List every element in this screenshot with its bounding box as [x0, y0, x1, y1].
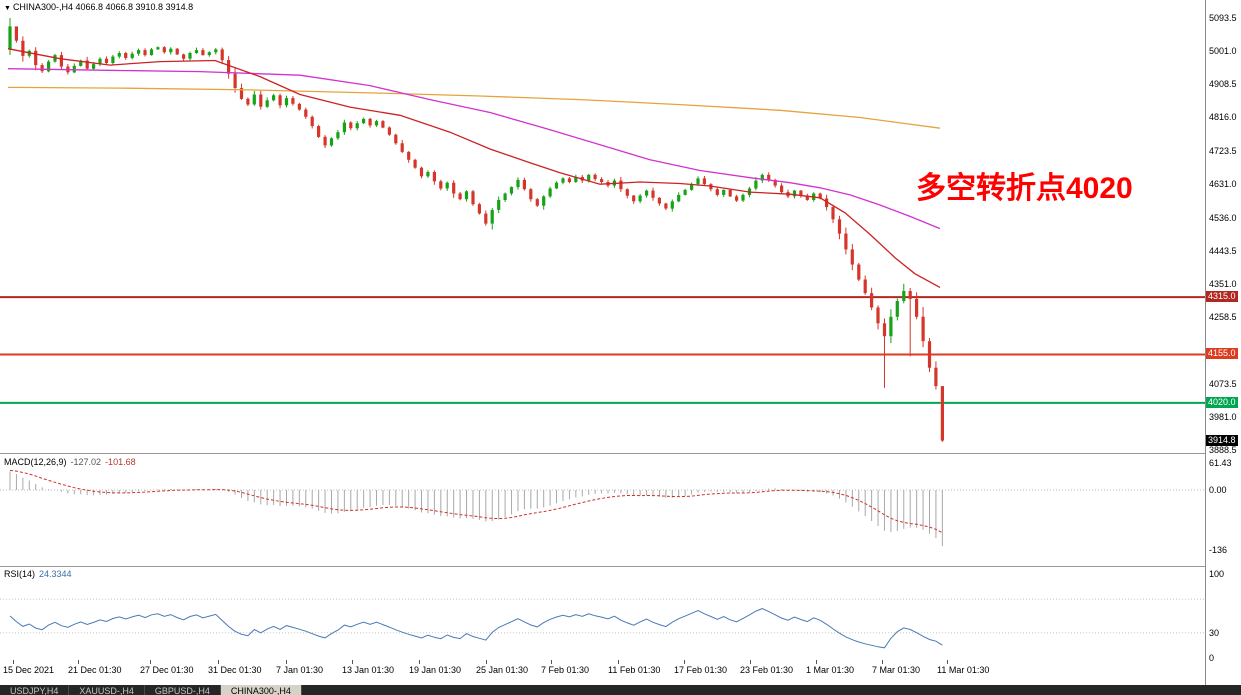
- price-axis-label: 4073.5: [1209, 378, 1237, 389]
- time-axis[interactable]: 15 Dec 2021 21 Dec 01:30 27 Dec 01:30 31 De…: [0, 660, 1241, 685]
- chart-title: CHINA300-,H4: [12, 2, 73, 12]
- time-tick: [78, 660, 79, 664]
- chart-tab-usdjpy-h4[interactable]: USDJPY,H4: [0, 685, 70, 695]
- rsi-axis-label: 100: [1209, 569, 1225, 579]
- price-axis-label: 3888.5: [1209, 445, 1237, 455]
- time-tick: [419, 660, 420, 664]
- time-axis-label: 7 Mar 01:30: [872, 665, 921, 675]
- chart-header: ▼ CHINA300-,H4 4066.8 4066.8 3910.8 3914.…: [4, 2, 193, 12]
- price-axis-label: 4351.0: [1209, 279, 1237, 290]
- time-axis-label: 31 Dec 01:30: [208, 665, 262, 675]
- price-axis-label: 4536.0: [1209, 212, 1237, 223]
- time-axis-label: 11 Feb 01:30: [608, 665, 661, 675]
- price-badge-4020.0: 4020.0: [1206, 396, 1238, 408]
- time-tick: [750, 660, 751, 664]
- rsi-label: RSI(14) 24.3344: [4, 569, 72, 579]
- price-badge-3914.8: 3914.8: [1206, 434, 1238, 446]
- panel-separator[interactable]: [0, 566, 1241, 567]
- time-axis-label: 23 Feb 01:30: [740, 665, 794, 675]
- mid-ma-magenta: [7, 68, 941, 230]
- price-axis-label: 4443.5: [1209, 246, 1237, 257]
- macd-axis-label: 61.43: [1209, 457, 1232, 468]
- price-axis-label: 4816.0: [1209, 112, 1237, 123]
- time-axis-label: 27 Dec 01:30: [140, 665, 194, 675]
- time-axis-label: 15 Dec 2021: [3, 665, 55, 675]
- macd-axis-label: -136: [1209, 545, 1228, 555]
- macd-indicator-panel[interactable]: [0, 454, 1205, 566]
- price-axis-label: 4908.5: [1209, 79, 1237, 90]
- chart-tab-china300-h4[interactable]: CHINA300-,H4: [220, 685, 302, 695]
- time-tick: [13, 660, 14, 664]
- time-axis-label: 7 Feb 01:30: [541, 665, 590, 675]
- chart-tab-gbpusd-h4[interactable]: GBPUSD-,H4: [145, 685, 221, 695]
- price-axis-label: 4258.5: [1209, 312, 1237, 323]
- time-tick: [551, 660, 552, 664]
- time-tick: [882, 660, 883, 664]
- rsi-value: 24.3344: [39, 569, 72, 579]
- time-axis-label: 25 Jan 01:30: [476, 665, 529, 675]
- rsi-line: [9, 608, 943, 649]
- rsi-indicator-panel[interactable]: [0, 567, 1205, 660]
- one-click-trading-toggle-icon[interactable]: ▼: [4, 5, 11, 12]
- price-axis[interactable]: 5093.5 5001.0 4908.5 4816.0 4723.5 4631.0 4536…: [1205, 0, 1241, 685]
- rsi-axis-label: 0: [1209, 653, 1215, 663]
- candles: [8, 18, 944, 442]
- slow-ma-orange: [7, 86, 941, 129]
- chart-annotation-text[interactable]: 多空转折点4020: [916, 172, 1133, 205]
- fast-ma-red: [7, 48, 941, 288]
- price-axis-label: 3981.0: [1209, 411, 1237, 422]
- price-axis-label: 4631.0: [1209, 178, 1237, 189]
- price-badge-4315.0: 4315.0: [1206, 291, 1238, 303]
- time-tick: [947, 660, 948, 664]
- time-axis-label: 11 Mar 01:30: [937, 665, 990, 675]
- macd-label: MACD(12,26,9) -127.02 -101.68: [4, 457, 136, 467]
- chart-tab-bar: USDJPY,H4 XAUUSD-,H4 GBPUSD-,H4 CHINA300-,H…: [0, 685, 1241, 695]
- panel-separator[interactable]: [0, 453, 1241, 454]
- time-axis-label: 19 Jan 01:30: [409, 665, 462, 675]
- time-axis-label: 13 Jan 01:30: [342, 665, 395, 675]
- macd-signal-value: -101.68: [105, 457, 136, 467]
- time-tick: [286, 660, 287, 664]
- time-axis-label: 21 Dec 01:30: [68, 665, 122, 675]
- time-tick: [352, 660, 353, 664]
- time-tick: [218, 660, 219, 664]
- macd-signal-line: [9, 469, 943, 534]
- macd-axis-label: 0.00: [1209, 485, 1227, 495]
- price-badge-4155.0: 4155.0: [1206, 348, 1238, 360]
- rsi-axis-label: 30: [1209, 627, 1220, 638]
- macd-main-value: -127.02: [70, 457, 102, 467]
- time-axis-label: 1 Mar 01:30: [806, 665, 855, 675]
- time-tick: [816, 660, 817, 664]
- time-tick: [150, 660, 151, 664]
- price-axis-label: 4723.5: [1209, 145, 1237, 156]
- time-tick: [684, 660, 685, 664]
- chart-ohlc-values: 4066.8 4066.8 3910.8 3914.8: [75, 2, 194, 12]
- time-axis-label: 7 Jan 01:30: [276, 665, 324, 675]
- time-tick: [618, 660, 619, 664]
- price-axis-label: 5001.0: [1209, 46, 1237, 57]
- chart-tab-xauusd-h4[interactable]: XAUUSD-,H4: [69, 685, 145, 695]
- price-axis-label: 5093.5: [1209, 13, 1237, 23]
- time-axis-label: 17 Feb 01:30: [674, 665, 728, 675]
- time-tick: [486, 660, 487, 664]
- main-price-chart[interactable]: [0, 16, 1205, 453]
